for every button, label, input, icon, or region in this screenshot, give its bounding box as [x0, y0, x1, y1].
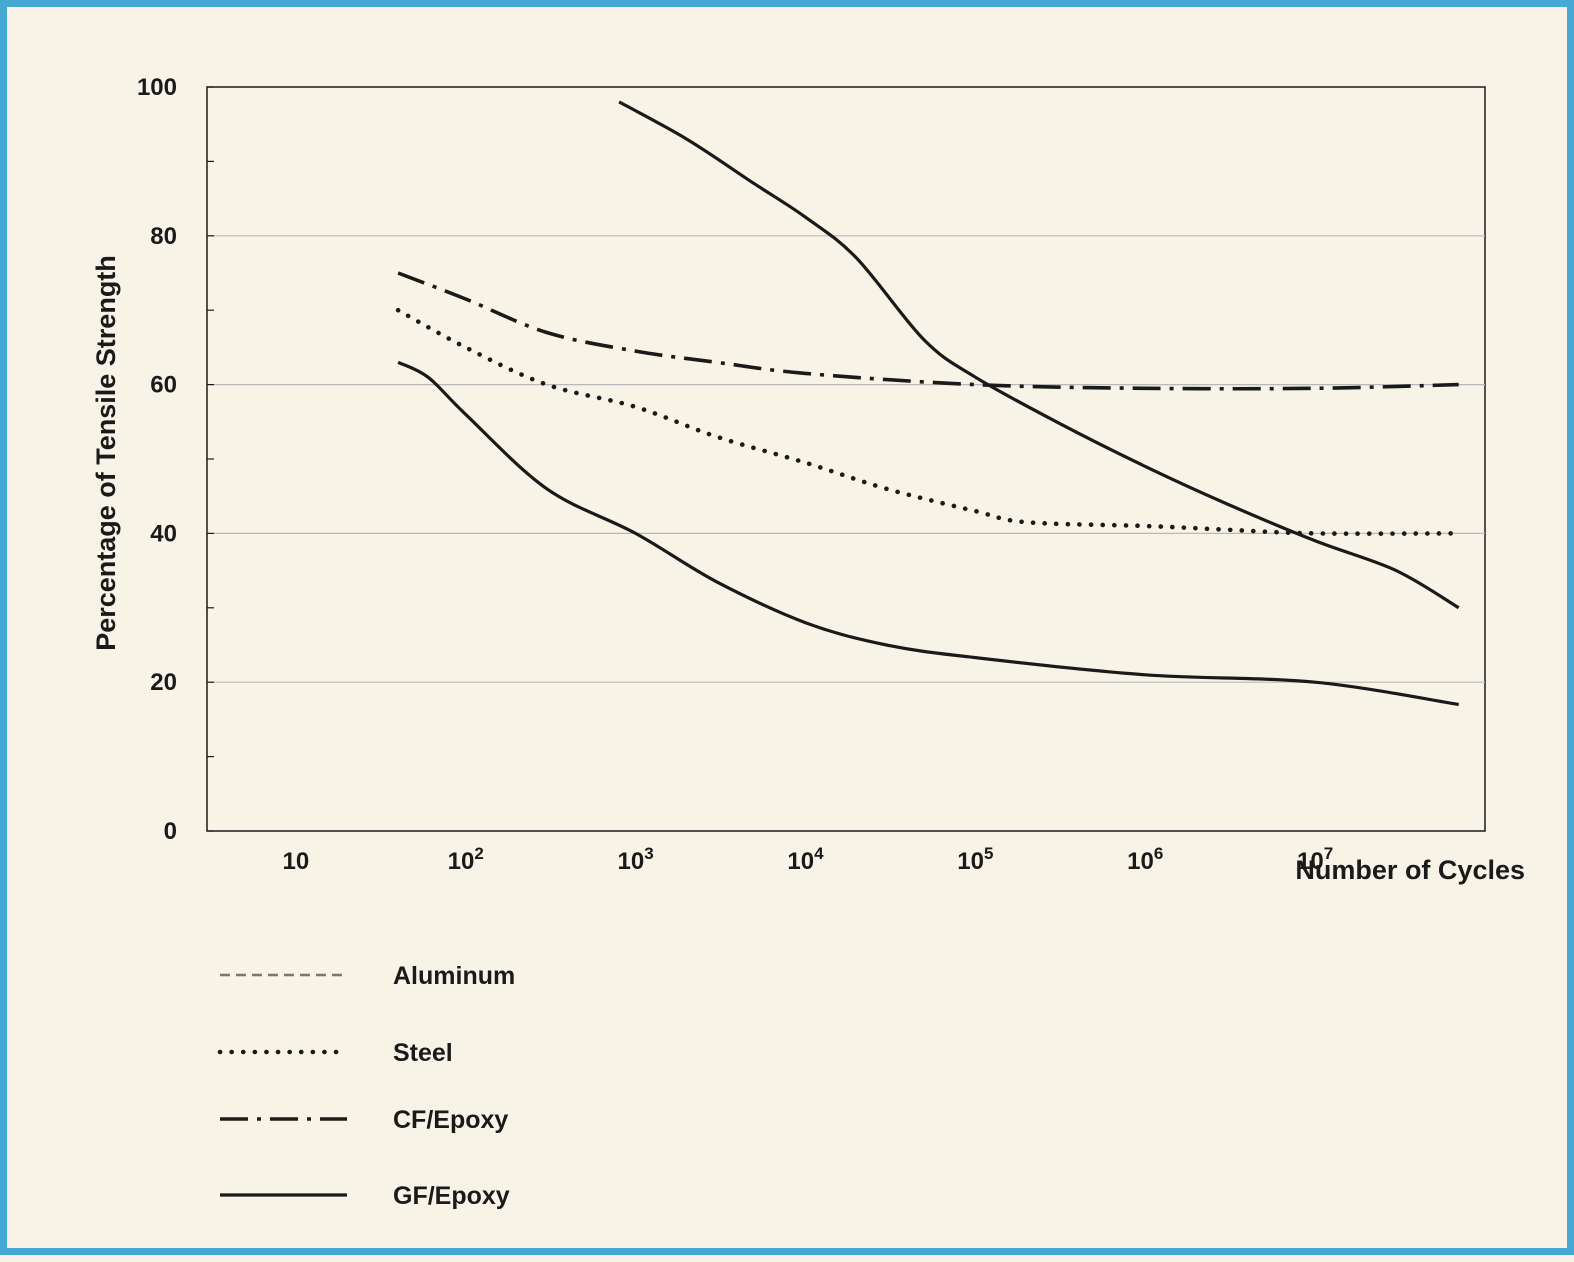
x-tick-label: 105 — [957, 844, 993, 875]
plot-area — [206, 86, 1486, 832]
series-line-steel — [395, 307, 1461, 536]
y-axis-title: Percentage of Tensile Strength — [91, 255, 121, 651]
y-tick-label: 100 — [137, 74, 177, 101]
legend-label-steel: Steel — [393, 1039, 453, 1067]
x-tick-label: 107 — [1297, 844, 1333, 875]
x-axis-title: Number of Cycles — [1295, 855, 1525, 885]
y-tick-label: 80 — [150, 223, 177, 250]
series-line-gf-epoxy — [397, 360, 1459, 707]
x-tick-label: 102 — [448, 844, 484, 875]
x-tick-label: 103 — [618, 844, 654, 875]
x-tick-label: 10 — [282, 848, 309, 875]
y-tick-label: 0 — [164, 818, 177, 845]
legend-label-gf-epoxy: GF/Epoxy — [393, 1182, 510, 1210]
y-tick-label: 60 — [150, 372, 177, 399]
x-tick-label: 104 — [787, 844, 824, 875]
x-tick-label: 106 — [1127, 844, 1163, 875]
series-line-cf-epoxy — [397, 271, 1459, 391]
legend-label-cf-epoxy: CF/Epoxy — [393, 1106, 508, 1134]
series-line-unlabeled-4 — [618, 100, 1460, 610]
y-tick-label: 20 — [150, 669, 177, 696]
legend-label-aluminum: Aluminum — [393, 962, 515, 990]
y-tick-label: 40 — [150, 520, 177, 547]
